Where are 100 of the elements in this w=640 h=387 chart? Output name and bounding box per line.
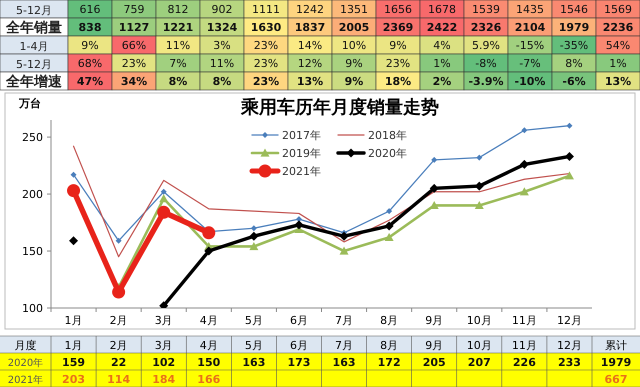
data-label: 12%: [298, 57, 322, 70]
data-label: 166: [197, 373, 221, 386]
y-tick-label: 100: [22, 302, 43, 315]
legend-label: 2021年: [282, 165, 321, 178]
text: 1979: [600, 356, 632, 369]
data-label: 8%: [565, 57, 583, 70]
data-label: 1678: [428, 3, 456, 16]
point: [386, 208, 392, 214]
data-label: 184: [152, 373, 176, 386]
data-label: 5.9%: [472, 39, 500, 52]
data-label: 9%: [345, 57, 363, 70]
category-label: 8月: [380, 339, 398, 352]
legend-label: 2020年: [368, 147, 407, 160]
point: [202, 226, 216, 240]
x-tick-label: 7月: [335, 314, 354, 327]
data-label: -15%: [516, 39, 544, 52]
data-label: 1630: [250, 21, 282, 34]
data-label: 163: [332, 356, 356, 369]
data-label: 66%: [122, 39, 146, 52]
data-label: 1656: [384, 3, 412, 16]
data-label: 2104: [514, 21, 546, 34]
data-label: -35%: [560, 39, 588, 52]
point: [70, 172, 77, 178]
text: 22: [110, 356, 126, 369]
data-label: 205: [422, 356, 446, 369]
data-label: 9%: [389, 39, 407, 52]
point: [384, 221, 394, 230]
x-tick-label: 1月: [64, 314, 83, 327]
data-label: 14%: [298, 39, 322, 52]
data-label: 2369: [382, 21, 414, 34]
x-tick-label: 11月: [512, 314, 537, 327]
data-label: -10%: [514, 75, 546, 88]
data-label: 163: [242, 356, 266, 369]
x-tick-label: 4月: [200, 314, 218, 327]
data-label: 2422: [426, 21, 458, 34]
data-label: 4%: [433, 39, 451, 52]
data-label: 9%: [344, 75, 364, 88]
point: [160, 188, 167, 195]
text: 667: [604, 373, 628, 386]
data-label: 23%: [252, 75, 280, 88]
point: [204, 246, 214, 256]
data-label: 8%: [212, 75, 232, 88]
point: [384, 232, 394, 241]
data-label: 47%: [76, 75, 104, 88]
data-label: 1242: [296, 3, 324, 16]
category-label: 3月: [154, 339, 173, 352]
data-label: 159: [62, 356, 86, 369]
category-label: 10月: [466, 339, 492, 352]
data-label: 2326: [470, 21, 502, 34]
data-label: 23%: [254, 39, 278, 52]
x-tick-label: 5月: [244, 314, 263, 327]
data-label: 102: [152, 356, 176, 369]
data-label: 8%: [168, 75, 188, 88]
point: [431, 156, 438, 163]
data-label: 2236: [602, 21, 634, 34]
data-label: 54%: [606, 39, 630, 52]
point: [250, 225, 257, 232]
data-label: 9%: [81, 39, 99, 52]
point: [474, 200, 484, 210]
data-label: 1%: [433, 57, 451, 70]
data-label: 7%: [169, 57, 187, 70]
point: [564, 171, 574, 180]
category-label: 1月: [64, 339, 83, 352]
text: 累计: [605, 339, 627, 352]
data-label: 68%: [78, 57, 102, 70]
x-tick-label: 8月: [380, 314, 398, 327]
data-label: 1221: [162, 21, 194, 34]
text: 2021年: [8, 375, 44, 386]
category-label: 7月: [335, 339, 354, 352]
y-tick-label: 5-12月: [16, 58, 52, 71]
text: 2020年: [8, 358, 44, 369]
point: [340, 246, 349, 255]
category-label: 6月: [290, 339, 308, 352]
point: [249, 232, 258, 241]
data-label: 759: [124, 3, 144, 16]
data-label: 11%: [166, 39, 190, 52]
category-label: 4月: [200, 339, 218, 352]
data-label: 172: [378, 356, 401, 369]
data-label: 1351: [340, 3, 368, 16]
y-tick-label: 1-4月: [20, 40, 48, 53]
y-tick-label: 5-12月: [16, 4, 52, 17]
text: 月度: [14, 339, 36, 352]
data-label: 13%: [296, 75, 324, 88]
category-label: 12月: [556, 339, 582, 352]
point: [159, 194, 168, 202]
data-label: 1111: [252, 3, 280, 16]
y-tick-label: 全年销量: [5, 20, 62, 36]
data-label: 226: [512, 356, 536, 369]
y-tick-label: 全年增速: [5, 74, 63, 90]
data-label: 10%: [342, 39, 366, 52]
data-label: 838: [78, 21, 102, 34]
point: [116, 238, 122, 244]
legend-label: 2017年: [282, 129, 321, 142]
data-label: 2005: [338, 21, 370, 34]
data-label: 1324: [206, 21, 238, 34]
x-tick-label: 9月: [425, 314, 444, 327]
data-label: 3%: [213, 39, 231, 52]
data-label: 1%: [609, 57, 627, 70]
point: [566, 122, 572, 129]
y-axis-title: 万台: [18, 97, 41, 110]
